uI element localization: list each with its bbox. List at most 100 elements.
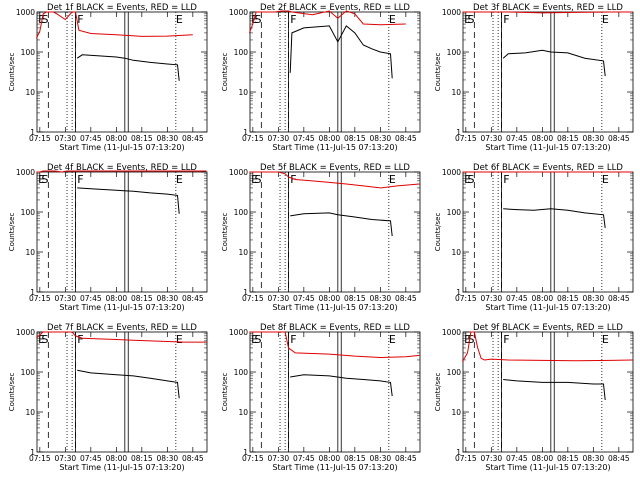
phase-marker-label: E	[251, 173, 258, 186]
x-axis-label: Start Time (11-Jul-15 07:13:20)	[485, 303, 610, 312]
lld-series-line	[462, 11, 633, 14]
y-tick-label: 100	[447, 208, 462, 217]
x-tick-label: 07:45	[293, 134, 315, 143]
x-tick-label: 08:15	[131, 134, 153, 143]
phase-marker-label: F	[503, 173, 509, 186]
phase-marker-label: E	[176, 333, 183, 346]
events-series-line	[77, 369, 180, 399]
y-tick-label: 100	[21, 368, 36, 377]
phase-marker-label: F	[290, 173, 296, 186]
x-tick-label: 08:45	[608, 134, 630, 143]
y-axis-label: Counts/sec	[221, 373, 229, 412]
x-tick-label: 08:30	[370, 454, 392, 463]
y-tick-label: 1	[456, 288, 461, 297]
plot-title: Det 8f BLACK = Events, RED = LLD	[260, 323, 410, 333]
lld-series-line	[461, 331, 633, 363]
y-tick-label: 1	[456, 128, 461, 137]
plot-frame	[249, 11, 421, 133]
x-tick-label: 07:30	[268, 294, 290, 303]
x-tick-label: 07:15	[242, 454, 264, 463]
x-tick-label: 08:00	[532, 454, 554, 463]
x-tick-label: 07:15	[455, 294, 477, 303]
lld-series-line	[249, 331, 420, 359]
x-tick-label: 08:00	[532, 294, 554, 303]
x-tick-label: 07:30	[481, 134, 503, 143]
phase-marker-label: E	[389, 333, 396, 346]
plot-title: Det 2f BLACK = Events, RED = LLD	[260, 3, 410, 13]
x-tick-label: 08:45	[182, 134, 204, 143]
x-tick-label: 07:15	[455, 454, 477, 463]
plot-frame	[36, 331, 208, 453]
y-tick-label: 1000	[442, 168, 461, 177]
plot-frame	[462, 171, 634, 293]
x-tick-label: 08:45	[608, 294, 630, 303]
y-axis-label: Counts/sec	[434, 373, 442, 412]
x-tick-label: 07:30	[55, 134, 77, 143]
x-axis-label: Start Time (11-Jul-15 07:13:20)	[59, 303, 184, 312]
plot-frame	[249, 331, 421, 453]
y-tick-label: 10	[25, 88, 35, 97]
lld-series-line	[248, 10, 406, 34]
x-tick-label: 08:45	[182, 294, 204, 303]
events-series-line	[503, 208, 606, 228]
x-tick-label: 08:00	[106, 454, 128, 463]
phase-marker-label: F	[77, 13, 83, 26]
y-axis-label: Counts/sec	[8, 373, 16, 412]
phase-marker-label: S	[468, 13, 475, 26]
y-axis-label: Counts/sec	[434, 53, 442, 92]
x-tick-label: 07:15	[242, 134, 264, 143]
x-axis-label: Start Time (11-Jul-15 07:13:20)	[59, 143, 184, 152]
x-tick-label: 07:45	[80, 294, 102, 303]
plot-det-8: Det 8f BLACK = Events, RED = LLD 1 10 100 10…	[221, 323, 421, 472]
events-series-line	[290, 212, 393, 237]
x-tick-label: 07:30	[55, 454, 77, 463]
x-tick-label: 08:15	[344, 134, 366, 143]
x-tick-label: 08:15	[131, 294, 153, 303]
plot-frame	[462, 11, 634, 133]
x-axis-label: Start Time (11-Jul-15 07:13:20)	[485, 463, 610, 472]
y-tick-label: 10	[25, 408, 35, 417]
phase-marker-label: S	[255, 333, 262, 346]
y-tick-label: 1	[30, 128, 35, 137]
phase-marker-label: S	[255, 13, 262, 26]
events-series-line	[502, 49, 606, 77]
x-tick-label: 08:00	[319, 454, 341, 463]
plot-det-9: Det 9f BLACK = Events, RED = LLD 1 10 100 10…	[434, 323, 634, 472]
plot-title: Det 1f BLACK = Events, RED = LLD	[47, 3, 197, 13]
plot-det-7: Det 7f BLACK = Events, RED = LLD 1 10 100 10…	[8, 323, 208, 472]
plot-frame	[36, 11, 208, 133]
x-tick-label: 07:15	[29, 134, 51, 143]
x-tick-label: 08:00	[532, 134, 554, 143]
x-axis-label: Start Time (11-Jul-15 07:13:20)	[272, 143, 397, 152]
y-tick-label: 1000	[16, 328, 35, 337]
x-tick-label: 08:45	[395, 134, 417, 143]
phase-marker-label: F	[77, 333, 83, 346]
plot-det-4: Det 4f BLACK = Events, RED = LLD 1 10 100 10…	[8, 163, 208, 312]
lld-series-line	[36, 170, 207, 173]
x-tick-label: 07:30	[55, 294, 77, 303]
x-tick-label: 08:30	[157, 134, 179, 143]
phase-marker-label: S	[42, 333, 49, 346]
x-tick-label: 08:45	[608, 454, 630, 463]
phase-marker-label: F	[503, 13, 509, 26]
x-tick-label: 08:15	[344, 294, 366, 303]
phase-marker-label: S	[42, 173, 49, 186]
plot-title: Det 9f BLACK = Events, RED = LLD	[473, 323, 623, 333]
x-tick-label: 08:00	[106, 294, 128, 303]
x-tick-label: 08:30	[583, 134, 605, 143]
phase-marker-label: E	[389, 13, 396, 26]
plot-frame	[249, 171, 421, 293]
x-axis-label: Start Time (11-Jul-15 07:13:20)	[59, 463, 184, 472]
x-tick-label: 07:30	[268, 454, 290, 463]
y-axis-label: Counts/sec	[221, 213, 229, 252]
phase-marker-label: F	[503, 333, 509, 346]
x-tick-label: 07:15	[455, 134, 477, 143]
y-tick-label: 1000	[229, 8, 248, 17]
phase-marker-label: E	[602, 13, 609, 26]
y-tick-label: 1	[243, 448, 248, 457]
x-tick-label: 08:00	[319, 134, 341, 143]
x-tick-label: 08:15	[131, 454, 153, 463]
x-tick-label: 08:15	[557, 294, 579, 303]
x-tick-label: 08:30	[157, 294, 179, 303]
